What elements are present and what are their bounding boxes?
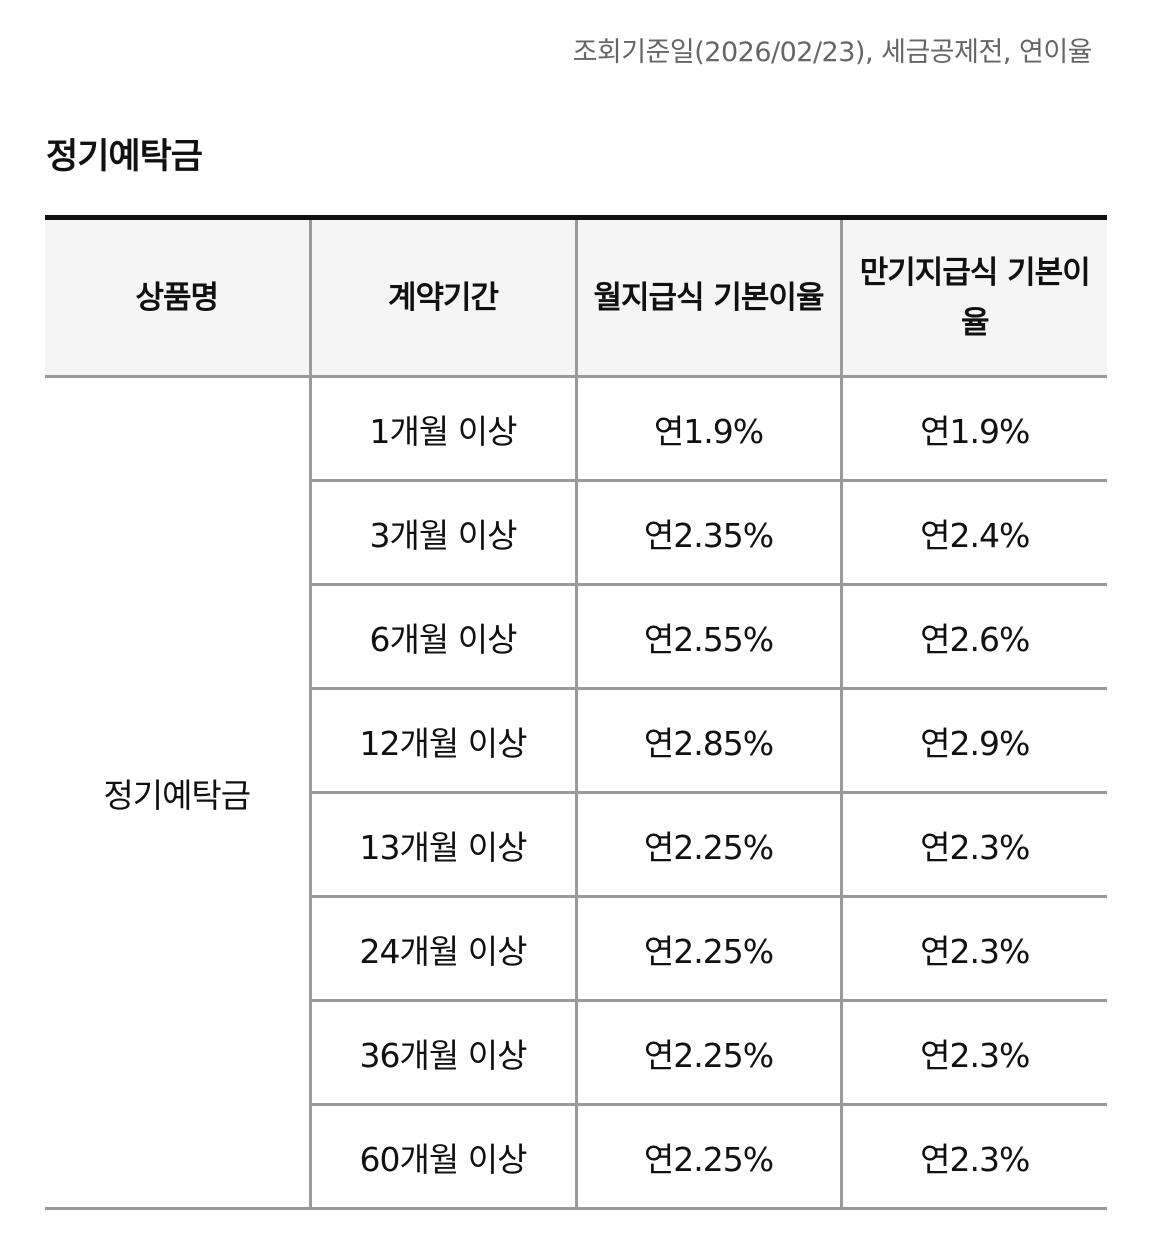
section-title: 정기예탁금 [46, 137, 203, 177]
table-row: 24개월 이상 연2.25% 연2.3% [45, 896, 1107, 1002]
table-header-row: 상품명 계약기간 월지급식 기본이율 만기지급식 기본이율 [45, 217, 1107, 378]
maturity-rate-cell: 연2.3% [839, 1104, 1107, 1210]
maturity-rate-cell: 연1.9% [839, 376, 1107, 482]
monthly-rate-cell: 연2.35% [574, 480, 841, 586]
period-cell: 36개월 이상 [308, 1000, 576, 1106]
period-cell: 12개월 이상 [308, 688, 576, 794]
maturity-rate-cell: 연2.3% [839, 1000, 1107, 1106]
table-row: 6개월 이상 연2.55% 연2.6% [45, 584, 1107, 690]
maturity-rate-cell: 연2.4% [839, 480, 1107, 586]
period-cell: 24개월 이상 [308, 896, 576, 1002]
interest-rate-table: 상품명 계약기간 월지급식 기본이율 만기지급식 기본이율 정기예탁금 1개월 … [45, 215, 1107, 1210]
header-monthly-rate: 월지급식 기본이율 [574, 217, 841, 378]
table-row: 13개월 이상 연2.25% 연2.3% [45, 792, 1107, 898]
table-row: 12개월 이상 연2.85% 연2.9% [45, 688, 1107, 794]
table-row: 60개월 이상 연2.25% 연2.3% [45, 1104, 1107, 1210]
period-cell: 60개월 이상 [308, 1104, 576, 1210]
maturity-rate-cell: 연2.9% [839, 688, 1107, 794]
table-row: 3개월 이상 연2.35% 연2.4% [45, 480, 1107, 586]
maturity-rate-cell: 연2.6% [839, 584, 1107, 690]
rate-reference-note: 조회기준일(2026/02/23), 세금공제전, 연이율 [572, 37, 1093, 68]
monthly-rate-cell: 연2.25% [574, 1104, 841, 1210]
product-name-cell: 정기예탁금 [45, 376, 310, 1210]
monthly-rate-cell: 연2.25% [574, 792, 841, 898]
period-cell: 3개월 이상 [308, 480, 576, 586]
maturity-rate-cell: 연2.3% [839, 792, 1107, 898]
header-period: 계약기간 [308, 217, 576, 378]
monthly-rate-cell: 연2.25% [574, 896, 841, 1002]
period-cell: 1개월 이상 [308, 376, 576, 482]
period-cell: 6개월 이상 [308, 584, 576, 690]
table-row: 정기예탁금 1개월 이상 연1.9% 연1.9% [45, 376, 1107, 1210]
period-cell: 13개월 이상 [308, 792, 576, 898]
header-maturity-rate: 만기지급식 기본이율 [839, 217, 1107, 378]
table-row: 36개월 이상 연2.25% 연2.3% [45, 1000, 1107, 1106]
monthly-rate-cell: 연1.9% [574, 376, 841, 482]
maturity-rate-cell: 연2.3% [839, 896, 1107, 1002]
header-product: 상품명 [45, 217, 310, 378]
monthly-rate-cell: 연2.25% [574, 1000, 841, 1106]
monthly-rate-cell: 연2.85% [574, 688, 841, 794]
monthly-rate-cell: 연2.55% [574, 584, 841, 690]
